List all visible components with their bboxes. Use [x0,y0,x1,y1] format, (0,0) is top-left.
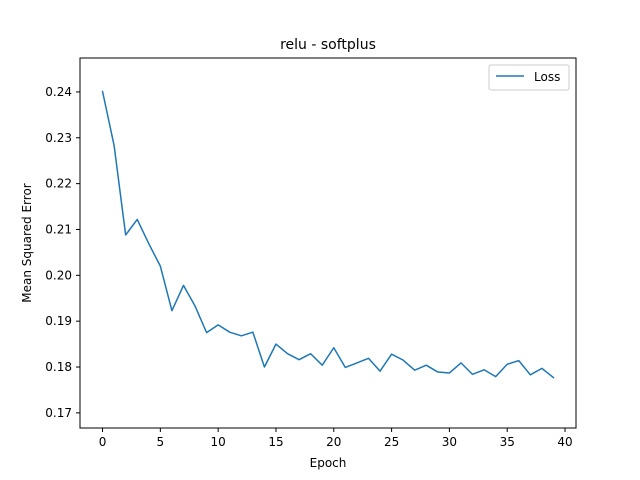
x-axis-ticks: 0 5 10 15 20 25 30 35 40 [99,428,573,449]
x-tick-label: 5 [157,435,165,449]
plot-area [80,58,576,428]
plot-frame [79,57,577,429]
x-tick-label: 35 [500,435,515,449]
x-tick-label: 20 [326,435,341,449]
y-tick-label: 0.23 [45,131,72,145]
series-line-loss [101,90,555,379]
x-tick-label: 40 [557,435,572,449]
x-tick-label: 10 [211,435,226,449]
x-tick-label: 15 [268,435,283,449]
series-layer [101,90,555,379]
x-axis-label: Epoch [310,456,347,470]
chart-title: relu - softplus [280,37,376,53]
x-tick-label: 30 [442,435,457,449]
y-tick-label: 0.22 [45,177,72,191]
y-tick-label: 0.17 [45,406,72,420]
x-tick-label: 0 [99,435,107,449]
y-tick-label: 0.18 [45,360,72,374]
x-tick-label: 25 [384,435,399,449]
y-tick-label: 0.19 [45,314,72,328]
legend: Loss [488,64,570,91]
y-axis-ticks: 0.17 0.18 0.19 0.20 0.21 0.22 0.23 0.24 [45,85,80,420]
y-axis-label: Mean Squared Error [20,183,34,303]
legend-box [488,64,570,91]
legend-label-loss: Loss [534,70,560,84]
y-tick-label: 0.20 [45,268,72,282]
y-tick-label: 0.24 [45,85,72,99]
y-tick-label: 0.21 [45,222,72,236]
